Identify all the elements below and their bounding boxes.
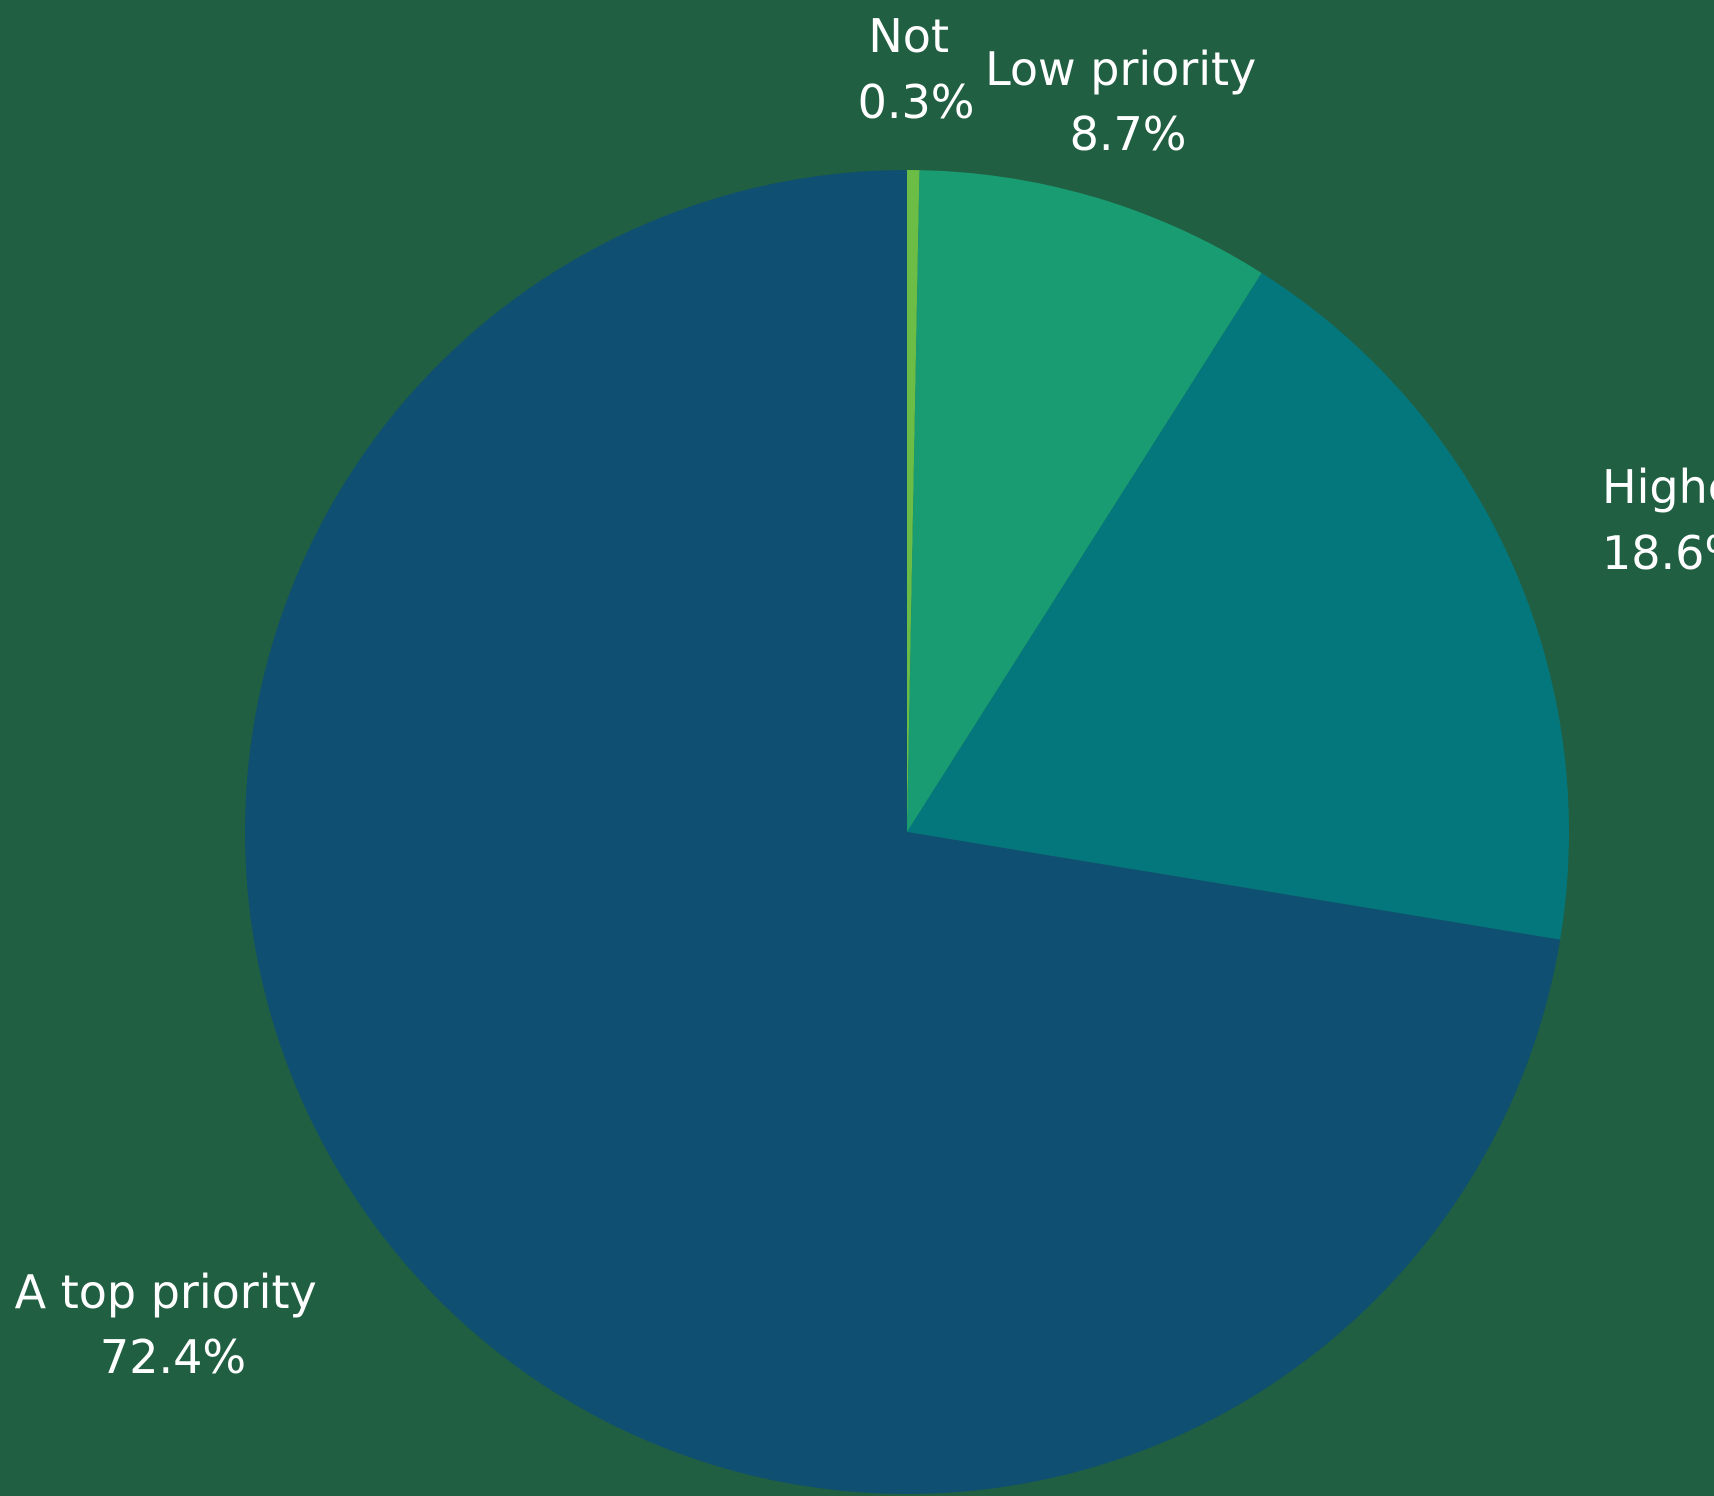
slice-value-top-priority: 72.4% [100,1330,246,1384]
slice-label-top-priority: A top priority 72.4% [15,1265,332,1384]
slice-value-not: 0.3% [858,75,975,129]
slice-name-low-priority: Low priority [985,42,1256,96]
pie-slice-low-priority [907,170,1262,832]
slice-name-top-priority: A top priority [15,1265,317,1319]
slice-label-higher-priority: Higher priority 18.6% [1602,460,1714,580]
pie-slices [245,170,1569,1494]
slice-value-low-priority: 8.7% [1070,107,1187,161]
pie-slice-top-priority [245,170,1561,1494]
slice-label-not: Not 0.3% [858,9,975,129]
slice-name-higher-priority: Higher priority [1602,460,1714,514]
pie-labels: Not 0.3% Low priority 8.7% Higher priori… [15,9,1714,1384]
slice-label-low-priority: Low priority 8.7% [985,42,1271,161]
pie-slice-not [907,170,920,832]
slice-value-higher-priority: 18.6% [1602,526,1714,580]
pie-slice-higher-priority [907,273,1569,940]
slice-name-not: Not [868,9,949,63]
